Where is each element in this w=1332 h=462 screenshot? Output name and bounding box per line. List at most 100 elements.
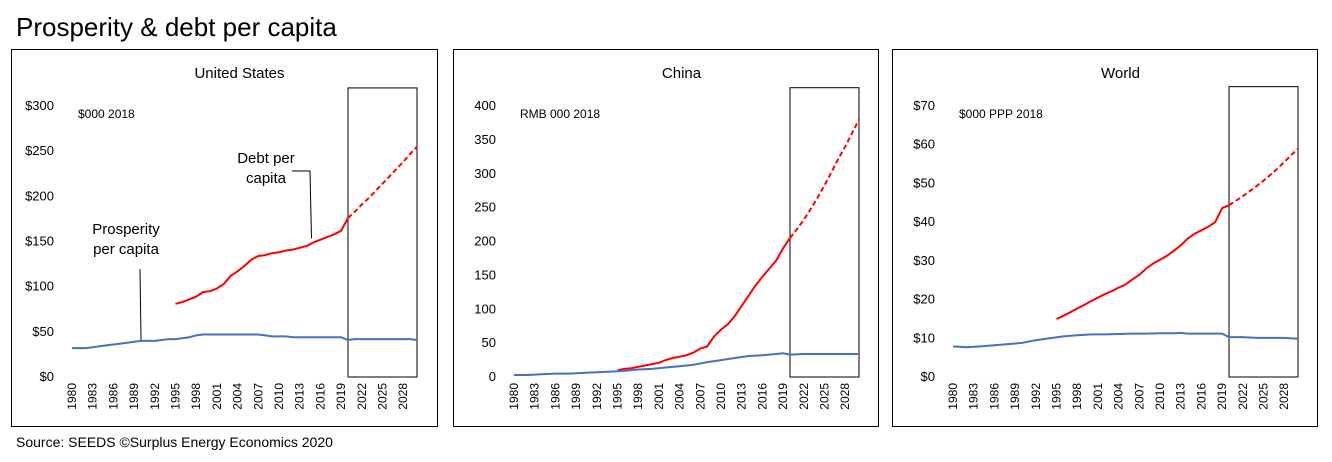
x-tick-label: 2007: [693, 383, 707, 410]
y-tick-label: $60: [913, 137, 935, 152]
x-tick-label: 1980: [946, 383, 960, 410]
x-tick-label: 2007: [251, 383, 265, 410]
unit-note: $000 PPP 2018: [959, 107, 1043, 121]
forecast-box: [789, 87, 860, 378]
x-tick-label: 1998: [631, 383, 645, 410]
x-tick-label: 2001: [652, 383, 666, 410]
y-tick-label: $50: [32, 324, 54, 339]
x-tick-label: 2025: [1257, 383, 1271, 410]
y-tick-label: 200: [474, 234, 496, 249]
world-chart-svg: World $000 PPP 2018 $0 $10 $20 $30 $40 $50 $60 $7…: [913, 65, 1299, 410]
chart-title-world: World: [1101, 65, 1140, 82]
x-tick-label: 2028: [838, 383, 852, 410]
x-tick-label: 1980: [507, 383, 521, 410]
y-tick-label: $40: [913, 214, 935, 229]
debt-line-forecast: [1228, 147, 1299, 206]
debt-line-forecast: [789, 119, 860, 239]
x-tick-label: 1986: [548, 383, 562, 410]
x-tick-label: 2028: [1277, 383, 1291, 410]
annotation-prosperity: Prosperity per capita: [92, 221, 160, 258]
debt-line-actual: [1056, 204, 1230, 320]
x-tick-label: 2013: [1174, 383, 1188, 410]
x-tick-label: 2025: [818, 383, 832, 410]
x-tick-label: 1998: [1070, 383, 1084, 410]
debt-line-actual: [617, 237, 791, 372]
annotation-debt: Debt per capita: [237, 150, 295, 187]
x-tick-label: 2007: [1132, 383, 1146, 410]
chart-panel-world: World $000 PPP 2018 $0 $10 $20 $30 $40 $50 $60 $7…: [892, 49, 1318, 427]
us-chart-svg: United States $000 2018 $0 $50 $100 $150 $200 $…: [25, 65, 418, 410]
x-tick-label: 1983: [967, 383, 981, 410]
x-tick-label: 1995: [169, 383, 183, 410]
forecast-box: [1228, 86, 1299, 378]
y-tick-label: 300: [474, 166, 496, 181]
y-tick-label: $50: [913, 175, 935, 190]
y-tick-label: 50: [482, 335, 496, 350]
annotation-line: Prosperity: [92, 221, 160, 238]
source-note: Source: SEEDS ©Surplus Energy Economics …: [16, 434, 333, 450]
x-tick-label: 2016: [755, 383, 769, 410]
x-tick-label: 2010: [1153, 383, 1167, 410]
unit-note: RMB 000 2018: [520, 107, 600, 121]
x-tick-label: 2010: [272, 383, 286, 410]
debt-line-forecast: [347, 146, 418, 219]
x-tick-label: 1992: [590, 383, 604, 410]
chart-title-united-states: United States: [194, 65, 284, 82]
annotation-leader-line: [139, 268, 142, 340]
y-tick-label: $30: [913, 253, 935, 268]
y-tick-label: $10: [913, 330, 935, 345]
chart-panel-united-states: United States $000 2018 $0 $50 $100 $150 $200 $…: [11, 49, 438, 427]
page-title: Prosperity & debt per capita: [16, 12, 337, 42]
y-tick-label: $250: [25, 143, 54, 158]
x-tick-label: 2016: [313, 383, 327, 410]
x-tick-label: 2001: [210, 383, 224, 410]
x-tick-label: 2010: [714, 383, 728, 410]
x-tick-label: 1989: [127, 383, 141, 410]
y-tick-label: 350: [474, 132, 496, 147]
x-tick-label: 2022: [1236, 383, 1250, 410]
y-tick-label: 250: [474, 200, 496, 215]
x-tick-label: 2022: [355, 383, 369, 410]
x-tick-label: 2025: [376, 383, 390, 410]
prosperity-line: [72, 333, 418, 350]
y-tick-label: $0: [921, 369, 935, 384]
x-tick-label: 1986: [106, 383, 120, 410]
x-tick-label: 1989: [1008, 383, 1022, 410]
y-tick-label: 0: [489, 369, 496, 384]
y-tick-label: $20: [913, 292, 935, 307]
debt-line-actual: [175, 217, 349, 305]
china-chart-svg: China RMB 000 2018 0 50 100 150 200 250 300 350 40…: [474, 65, 860, 410]
y-tick-label: $300: [25, 98, 54, 113]
x-tick-label: 2013: [735, 383, 749, 410]
x-tick-label: 2028: [396, 383, 410, 410]
prosperity-line: [952, 331, 1299, 349]
x-tick-label: 2019: [334, 383, 348, 410]
y-tick-label: $0: [40, 369, 54, 384]
unit-note: $000 2018: [78, 107, 135, 121]
chart-title-china: China: [662, 65, 702, 82]
y-tick-label: 400: [474, 98, 496, 113]
x-tick-label: 2019: [1215, 383, 1229, 410]
chart-panel-china: China RMB 000 2018 0 50 100 150 200 250 300 350 40…: [453, 49, 879, 427]
x-tick-label: 1995: [611, 383, 625, 410]
x-tick-label: 1992: [1029, 383, 1043, 410]
x-tick-label: 2004: [673, 383, 687, 410]
x-tick-label: 1986: [987, 383, 1001, 410]
y-tick-label: $200: [25, 188, 54, 203]
x-tick-label: 2004: [1112, 383, 1126, 410]
x-tick-label: 2016: [1194, 383, 1208, 410]
x-tick-label: 1992: [148, 383, 162, 410]
x-tick-label: 1983: [86, 383, 100, 410]
x-tick-label: 2019: [776, 383, 790, 410]
x-tick-label: 1989: [569, 383, 583, 410]
y-tick-label: $70: [913, 98, 935, 113]
x-tick-label: 1983: [528, 383, 542, 410]
prosperity-line: [514, 352, 859, 376]
y-tick-label: $100: [25, 279, 54, 294]
x-tick-label: 2001: [1091, 383, 1105, 410]
annotation-line: Debt per: [237, 150, 295, 167]
y-tick-label: 100: [474, 301, 496, 316]
x-tick-label: 2022: [797, 383, 811, 410]
annotation-line: capita: [246, 170, 287, 187]
forecast-box: [347, 87, 418, 378]
